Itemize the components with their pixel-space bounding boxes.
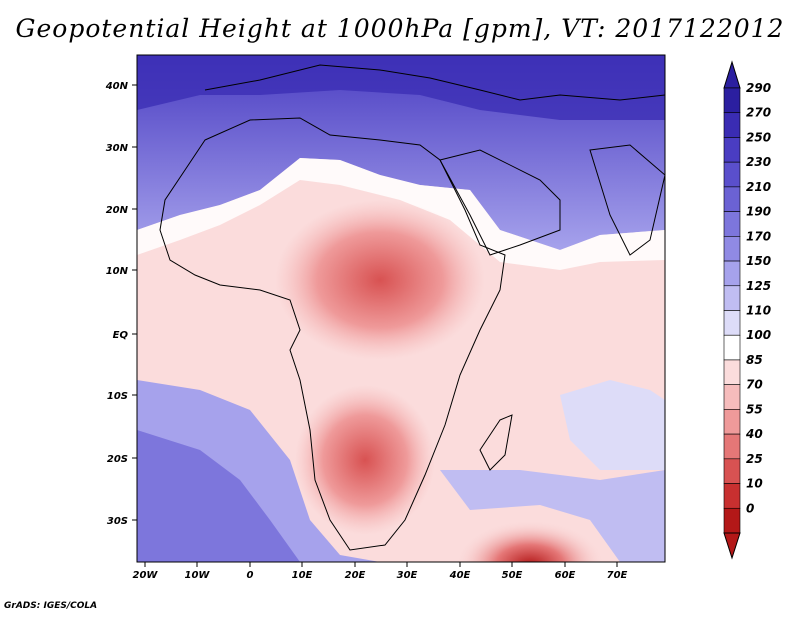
- arabia-coastline: [439, 149, 561, 256]
- madagascar-coastline: [479, 414, 513, 471]
- colorbar-level-label: 150: [746, 254, 771, 268]
- africa-low-south: [295, 385, 435, 535]
- colorbar-swatch: [723, 433, 741, 460]
- colorbar-level-label: 270: [746, 106, 771, 120]
- colorbar-level-label: 190: [746, 205, 771, 219]
- plot-frame: [136, 54, 666, 563]
- coastlines: [159, 64, 666, 551]
- lat-label: 30N: [106, 143, 129, 154]
- south-high-east: [440, 470, 665, 562]
- axis-ticks: [132, 84, 618, 567]
- colorbar-swatch: [723, 458, 741, 484]
- lat-label: 30S: [107, 516, 128, 527]
- colorbar-swatch: [723, 334, 741, 361]
- colorbar-swatch: [723, 112, 741, 138]
- colorbar-swatch: [723, 186, 741, 212]
- colorbar-swatch: [723, 87, 741, 114]
- colorbar-swatch: [723, 285, 741, 311]
- colorbar-level-label: 210: [746, 180, 771, 194]
- south-high-core: [137, 430, 300, 562]
- colorbar-level-label: 170: [746, 229, 771, 243]
- lon-label: 40E: [449, 570, 471, 581]
- colorbar: 2902702502302101901701501251101008570554…: [723, 60, 771, 560]
- colorbar-level-label: 0: [746, 501, 754, 515]
- lon-label: 20W: [133, 570, 159, 581]
- colorbar-level-label: 230: [746, 155, 771, 169]
- lat-label: 20N: [106, 205, 129, 216]
- colorbar-level-label: 110: [746, 304, 771, 318]
- lat-label: 40N: [105, 81, 129, 92]
- south-ocean-low: [455, 520, 605, 562]
- colorbar-swatch: [723, 359, 741, 385]
- lon-label: 10W: [185, 570, 211, 581]
- grads-credit: GrADS: IGES/COLA: [4, 601, 98, 611]
- longitude-labels: 20W 10W 0 10E 20E 30E 40E 50E 60E 70E: [133, 570, 628, 581]
- india-coastline: [589, 144, 666, 256]
- height-field: [137, 55, 665, 562]
- colorbar-swatch: [723, 507, 741, 534]
- north-high-core: [137, 55, 665, 120]
- colorbar-swatch: [723, 137, 741, 163]
- lon-label: 70E: [607, 570, 628, 581]
- lon-label: 20E: [345, 570, 366, 581]
- colorbar-level-label: 125: [746, 279, 771, 293]
- colorbar-swatch: [723, 483, 741, 509]
- lat-label: EQ: [113, 330, 129, 341]
- colorbar-level-label: 25: [746, 452, 763, 466]
- lon-label: 30E: [397, 570, 418, 581]
- colorbar-level-label: 40: [745, 427, 763, 441]
- colorbar-swatch: [723, 384, 741, 410]
- lat-label: 10S: [107, 391, 128, 402]
- lon-label: 60E: [555, 570, 576, 581]
- africa-coastline: [159, 117, 506, 551]
- colorbar-swatch: [723, 260, 741, 287]
- colorbar-level-label: 250: [746, 130, 771, 144]
- lon-label: 50E: [502, 570, 523, 581]
- colorbar-level-label: 290: [746, 81, 771, 95]
- colorbar-level-label: 85: [746, 353, 763, 367]
- colorbar-swatch: [723, 236, 741, 262]
- latitude-labels: 40N 30N 20N 10N EQ 10S 20S 30S: [105, 81, 129, 527]
- europe-coastline: [204, 64, 666, 101]
- colorbar-bottom-arrow: [723, 532, 741, 560]
- lon-label: 0: [247, 570, 254, 581]
- north-transition: [137, 158, 665, 270]
- ocean-east-blue: [560, 380, 665, 470]
- lat-label: 20S: [107, 454, 128, 465]
- colorbar-level-label: 100: [746, 328, 771, 342]
- colorbar-top-arrow: [723, 60, 741, 89]
- colorbar-swatch: [723, 161, 741, 188]
- colorbar-level-label: 10: [746, 477, 763, 491]
- lat-label: 10N: [106, 266, 129, 277]
- colorbar-level-label: 55: [746, 402, 763, 416]
- colorbar-level-label: 70: [746, 378, 763, 392]
- africa-low-north: [275, 200, 485, 360]
- colorbar-swatch: [723, 409, 741, 435]
- colorbar-swatch: [723, 310, 741, 336]
- lon-label: 10E: [292, 570, 313, 581]
- colorbar-swatch: [723, 211, 741, 237]
- map-title: Geopotential Height at 1000hPa [gpm], VT…: [15, 14, 785, 43]
